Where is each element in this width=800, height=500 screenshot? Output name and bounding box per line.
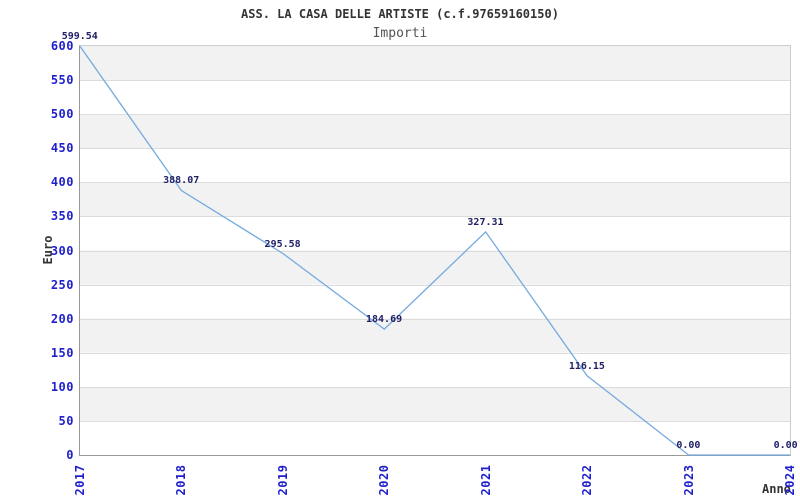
x-tick-label: 2022: [580, 464, 595, 496]
x-tick-label: 2017: [73, 464, 87, 496]
plot-area: [79, 45, 791, 456]
gridline: [80, 352, 790, 354]
x-tick-label: 2018: [174, 464, 189, 496]
gridline: [80, 318, 790, 320]
x-tick-label: 2020: [377, 464, 392, 496]
chart-subtitle: Importi: [372, 26, 428, 41]
y-tick-label: 550: [50, 73, 74, 88]
gridline: [80, 182, 790, 184]
y-tick-label: 0: [66, 448, 74, 462]
data-label: 184.69: [365, 314, 403, 326]
y-tick-label: 450: [50, 141, 74, 156]
series-line: [79, 45, 790, 456]
line-series: [79, 45, 790, 456]
gridline: [80, 420, 790, 422]
x-axis-title: Anno: [762, 482, 791, 496]
data-label: 0.00: [773, 440, 798, 451]
data-label: 116.15: [568, 360, 605, 372]
gridline: [80, 114, 790, 116]
chart-title: ASS. LA CASA DELLE ARTISTE (c.f.97659160…: [241, 7, 559, 21]
y-tick-label: 200: [50, 311, 74, 326]
data-label: 327.31: [467, 216, 504, 228]
y-tick-label: 600: [50, 39, 74, 53]
y-tick-label: 150: [50, 345, 74, 360]
y-tick-label: 350: [50, 209, 74, 224]
data-label: 388.07: [163, 175, 200, 187]
gridline: [80, 284, 790, 286]
y-tick-label: 400: [50, 175, 74, 190]
data-label: 599.54: [61, 31, 98, 43]
y-tick-label: 100: [50, 379, 74, 394]
y-tick-label: 250: [50, 277, 74, 292]
gridline: [80, 250, 790, 252]
data-label: 0.00: [676, 440, 701, 451]
x-tick-label: 2024: [783, 464, 797, 496]
x-tick-label: 2021: [478, 464, 493, 496]
y-tick-label: 300: [50, 243, 74, 258]
y-tick-label: 500: [50, 107, 74, 122]
gridline: [80, 148, 790, 150]
gridline: [80, 386, 790, 388]
gridline: [80, 80, 790, 82]
data-label: 295.58: [264, 238, 301, 250]
gridline: [80, 216, 790, 218]
x-tick-label: 2019: [275, 464, 290, 496]
x-tick-label: 2023: [681, 464, 696, 496]
y-tick-label: 50: [58, 413, 74, 428]
